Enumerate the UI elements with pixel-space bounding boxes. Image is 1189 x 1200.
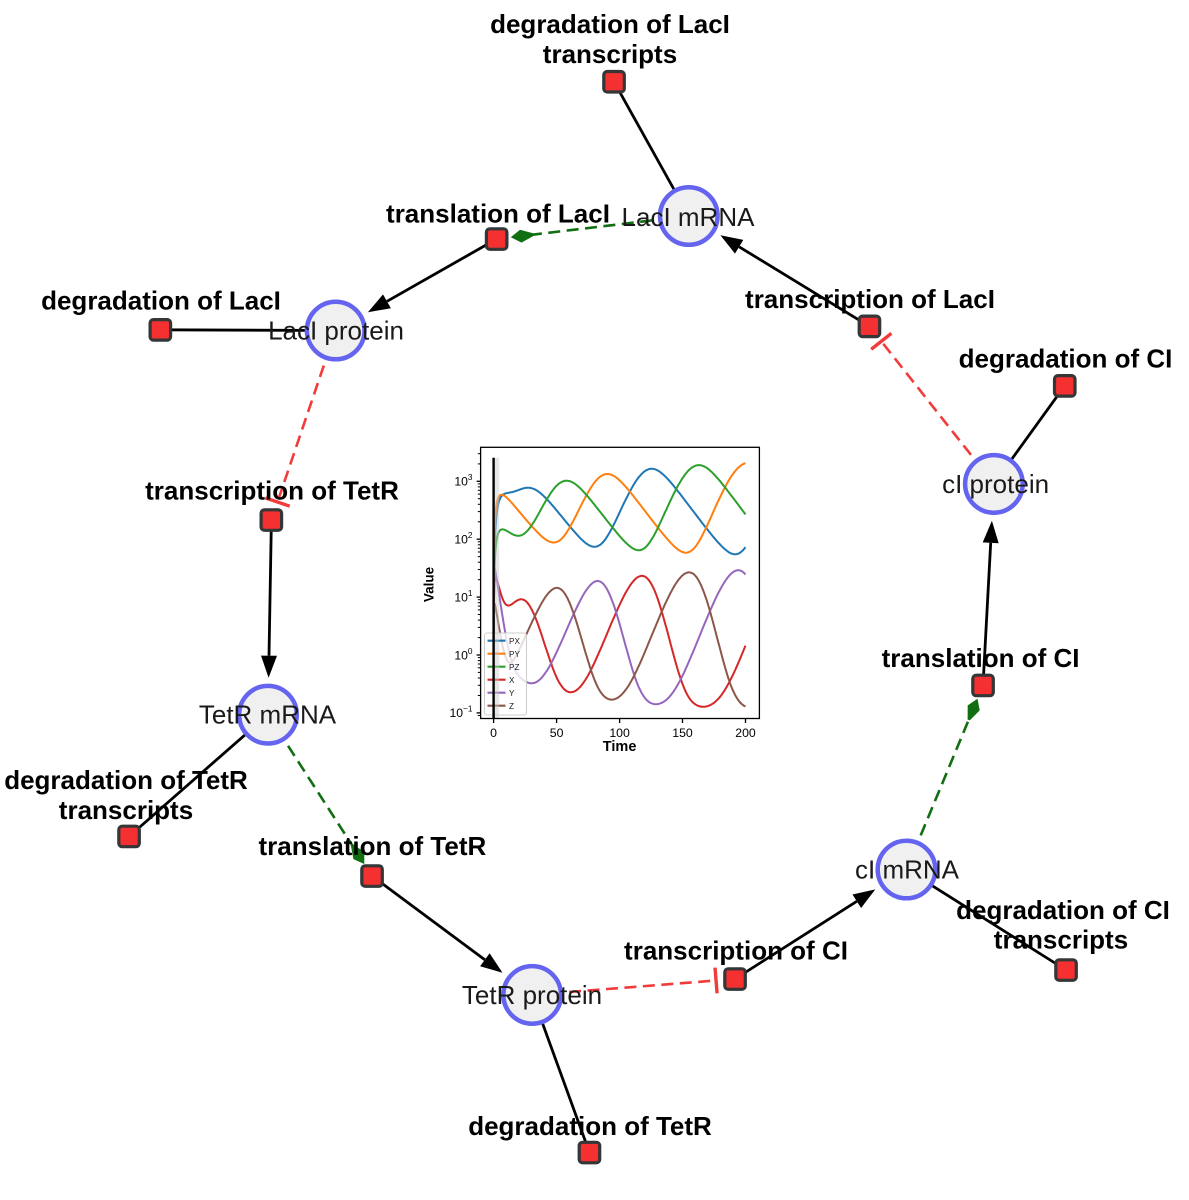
svg-text:transcripts: transcripts (543, 39, 677, 69)
svg-text:100: 100 (609, 726, 630, 740)
svg-text:LacI mRNA: LacI mRNA (622, 202, 756, 232)
svg-text:degradation of LacI: degradation of LacI (490, 9, 730, 39)
svg-text:Z: Z (509, 702, 514, 711)
svg-text:PY: PY (509, 650, 520, 659)
svg-text:translation of LacI: translation of LacI (386, 199, 610, 229)
svg-text:cI protein: cI protein (942, 469, 1049, 499)
svg-text:transcription of CI: transcription of CI (624, 935, 848, 965)
svg-text:Y: Y (509, 689, 515, 698)
svg-text:200: 200 (735, 726, 756, 740)
svg-text:X: X (509, 676, 515, 685)
svg-text:degradation of CI: degradation of CI (959, 344, 1173, 374)
svg-text:TetR mRNA: TetR mRNA (199, 700, 337, 730)
svg-text:translation of CI: translation of CI (882, 643, 1080, 673)
svg-text:translation of TetR: translation of TetR (259, 831, 487, 861)
svg-text:LacI protein: LacI protein (268, 316, 404, 346)
svg-text:degradation of CI: degradation of CI (956, 895, 1170, 925)
svg-text:Value: Value (422, 566, 437, 602)
svg-text:150: 150 (672, 726, 693, 740)
svg-text:transcription of TetR: transcription of TetR (145, 475, 399, 505)
svg-text:Time: Time (603, 739, 637, 755)
svg-text:cI mRNA: cI mRNA (855, 854, 960, 884)
svg-text:TetR protein: TetR protein (462, 980, 602, 1010)
svg-text:transcripts: transcripts (994, 924, 1128, 954)
svg-text:PX: PX (509, 637, 520, 646)
svg-text:degradation of TetR: degradation of TetR (468, 1111, 712, 1141)
svg-text:transcription of LacI: transcription of LacI (745, 284, 995, 314)
svg-text:0: 0 (490, 726, 497, 740)
svg-text:transcripts: transcripts (59, 795, 193, 825)
svg-text:degradation of TetR: degradation of TetR (4, 765, 248, 795)
svg-text:50: 50 (550, 726, 564, 740)
svg-text:PZ: PZ (509, 663, 519, 672)
svg-text:degradation of LacI: degradation of LacI (41, 285, 281, 315)
